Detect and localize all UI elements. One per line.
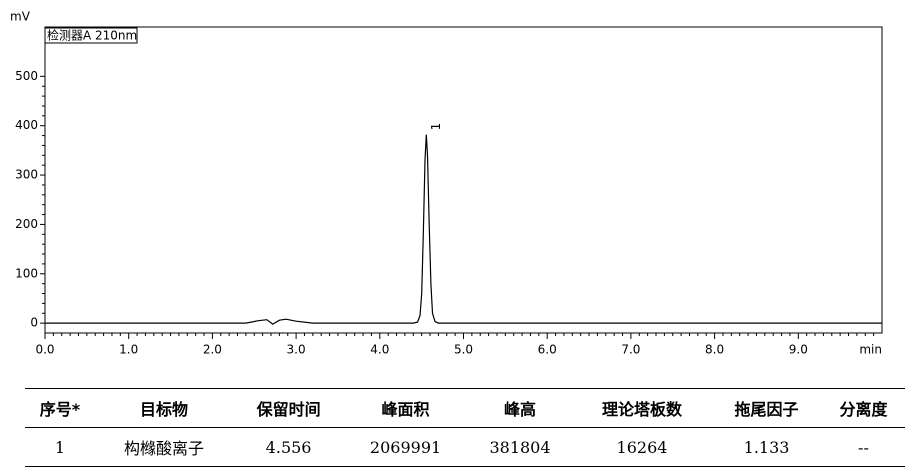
x-tick-label: 9.0 — [789, 343, 808, 357]
result-table: 序号* 目标物 保留时间 峰面积 峰高 理论塔板数 拖尾因子 分离度 1 构橼酸离子 4.556 2… — [25, 388, 905, 467]
header-cell: 目标物 — [94, 388, 234, 428]
legend-entry: 检测器A 210nm — [47, 28, 137, 43]
y-tick-label: 100 — [15, 266, 38, 280]
peak-label: 1 — [429, 123, 443, 131]
x-tick-label: 1.0 — [119, 343, 138, 357]
x-tick-label: 5.0 — [454, 343, 473, 357]
header-cell: 拖尾因子 — [711, 388, 822, 428]
plot-frame — [44, 26, 883, 334]
table-body: 1 构橼酸离子 4.556 2069991 381804 16264 1.133 -- — [25, 427, 905, 467]
x-tick-label: 3.0 — [287, 343, 306, 357]
y-tick-label: 300 — [15, 168, 38, 182]
header-cell: 序号* — [25, 388, 95, 428]
header-cell: 峰高 — [467, 388, 573, 428]
table-cell: 构橼酸离子 — [94, 427, 234, 467]
x-tick-label: 6.0 — [538, 343, 557, 357]
y-axis-label: mV — [10, 10, 31, 24]
table-row: 1 构橼酸离子 4.556 2069991 381804 16264 1.133 -- — [25, 427, 905, 467]
header-row: 序号* 目标物 保留时间 峰面积 峰高 理论塔板数 拖尾因子 分离度 — [25, 388, 905, 428]
table-cell: 381804 — [467, 427, 573, 467]
table-cell: -- — [821, 427, 905, 467]
chart: mV min 检测器A 210nm 0 100 200 300 400 500 0.0 1.0… — [10, 10, 883, 357]
header-cell: 保留时间 — [233, 388, 344, 428]
y-tick-label: 400 — [15, 118, 38, 132]
x-tick-label: 4.0 — [370, 343, 389, 357]
table-cell: 1 — [25, 427, 95, 467]
table-cell: 1.133 — [711, 427, 822, 467]
header-cell: 峰面积 — [343, 388, 468, 428]
x-axis-label: min — [859, 343, 882, 357]
x-tick-label: 0.0 — [35, 343, 54, 357]
header-cell: 分离度 — [821, 388, 905, 428]
legend-box — [44, 27, 138, 44]
table-cell: 16264 — [572, 427, 712, 467]
x-tick-label: 2.0 — [203, 343, 222, 357]
x-tick-label: 8.0 — [705, 343, 724, 357]
y-tick-label: 0 — [30, 316, 38, 330]
table-cell: 4.556 — [233, 427, 344, 467]
signal-line — [45, 134, 882, 325]
table-cell: 2069991 — [343, 427, 468, 467]
y-tick-label: 500 — [15, 69, 38, 83]
header-cell: 理论塔板数 — [572, 388, 712, 428]
y-tick-label: 200 — [15, 217, 38, 231]
x-tick-label: 7.0 — [621, 343, 640, 357]
